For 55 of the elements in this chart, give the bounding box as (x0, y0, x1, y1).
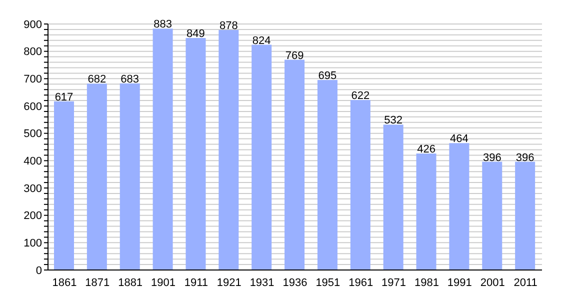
x-tick-label: 1951 (316, 276, 340, 289)
y-tick-label: 0 (36, 264, 42, 277)
bar (252, 44, 272, 270)
data-label: 396 (516, 152, 534, 164)
x-tick-label: 1881 (118, 276, 143, 289)
bar (120, 83, 140, 270)
x-tick-label: 1961 (348, 276, 374, 289)
bar (86, 84, 107, 270)
data-label: 464 (450, 133, 468, 146)
data-label: 396 (482, 152, 502, 164)
bar (482, 162, 502, 270)
bar (152, 28, 173, 270)
y-tick-label: 800 (24, 46, 42, 58)
bar (449, 143, 470, 270)
data-label: 769 (285, 50, 304, 62)
data-label: 824 (252, 34, 271, 47)
x-tick-label: 1871 (85, 276, 110, 289)
y-tick-label: 700 (24, 74, 42, 86)
bar (416, 154, 436, 270)
data-label: 532 (384, 114, 403, 127)
y-tick-label: 500 (24, 128, 42, 140)
data-label: 622 (351, 90, 370, 102)
bar (218, 30, 239, 270)
bar (350, 100, 370, 270)
bar (284, 60, 305, 270)
data-label: 682 (88, 74, 106, 86)
x-tick-label: 1901 (151, 276, 176, 289)
x-tick-label: 2011 (514, 276, 538, 289)
data-label: 695 (318, 70, 337, 82)
bar (317, 80, 338, 270)
x-tick-label: 1991 (447, 276, 472, 289)
x-tick-label: 1931 (250, 276, 274, 289)
x-tick-label: 2001 (480, 276, 505, 289)
x-tick-label: 1921 (216, 276, 242, 289)
data-label: 849 (186, 28, 205, 40)
bar (54, 101, 74, 270)
bar (383, 124, 404, 270)
data-label: 878 (219, 20, 238, 32)
y-tick-label: 900 (24, 18, 42, 31)
bar (515, 162, 536, 270)
bar (186, 38, 206, 270)
y-tick-label: 200 (24, 210, 42, 222)
data-label: 617 (54, 91, 74, 104)
x-tick-label: 1861 (52, 276, 77, 289)
y-tick-label: 400 (24, 156, 42, 168)
y-tick-label: 600 (24, 100, 42, 113)
data-label: 883 (154, 18, 172, 31)
data-label: 683 (120, 73, 140, 86)
x-tick-label: 1981 (414, 276, 439, 289)
data-label: 426 (417, 144, 436, 156)
x-tick-label: 1936 (282, 276, 308, 289)
y-tick-label: 100 (24, 238, 42, 250)
x-tick-label: 1911 (184, 276, 208, 289)
y-tick-label: 300 (24, 182, 42, 195)
x-tick-label: 1971 (382, 276, 406, 289)
